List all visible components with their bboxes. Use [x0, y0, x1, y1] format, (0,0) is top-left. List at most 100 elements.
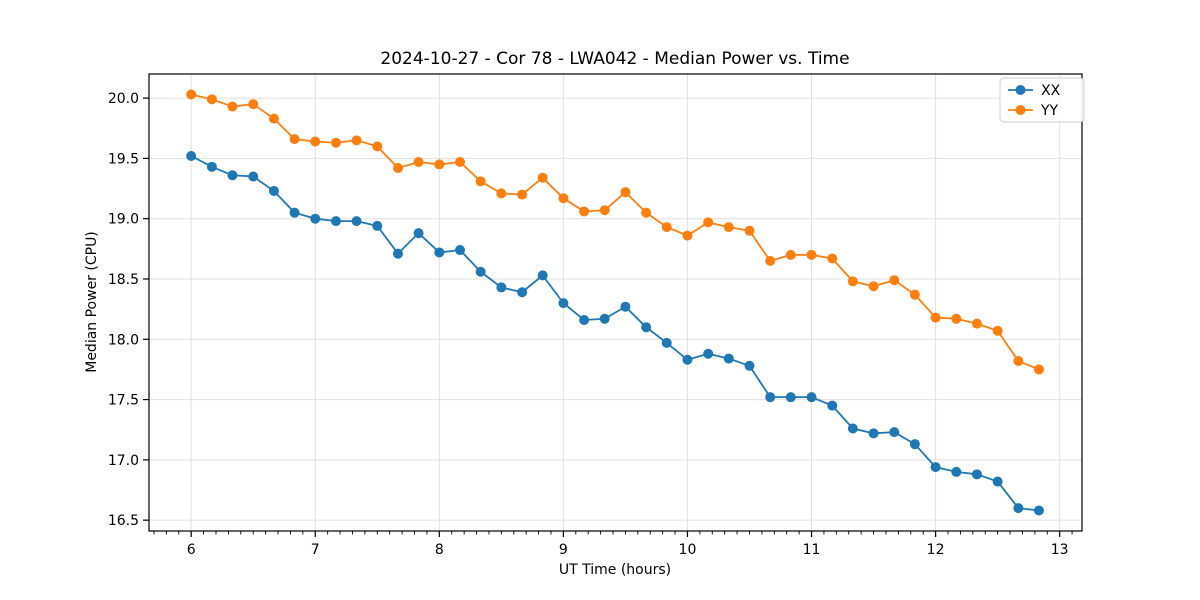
- grid-lines: [149, 74, 1082, 531]
- series-XX-marker: [186, 150, 197, 161]
- series-XX-marker: [227, 170, 238, 181]
- series-XX-marker: [971, 469, 982, 480]
- legend: XX YY: [999, 77, 1085, 123]
- series-XX-marker: [268, 185, 279, 196]
- series-YY-marker: [785, 249, 796, 260]
- series-XX-marker: [496, 282, 507, 293]
- series-XX-marker: [330, 216, 341, 227]
- series-XX-marker: [1033, 505, 1044, 516]
- series-YY-marker: [496, 188, 507, 199]
- series-YY-marker: [517, 189, 528, 200]
- series-XX-marker: [558, 298, 569, 309]
- series-YY-marker: [558, 193, 569, 204]
- series-YY-marker: [413, 157, 424, 168]
- series-XX-marker: [723, 353, 734, 364]
- x-tick-label: 7: [311, 542, 320, 558]
- series-YY-marker: [723, 222, 734, 233]
- series-XX-marker: [806, 392, 817, 403]
- series-XX-marker: [434, 247, 445, 258]
- series-YY-line: [190, 93, 1040, 371]
- series-XX-marker: [393, 248, 404, 259]
- series-YY-marker: [951, 313, 962, 324]
- series-XX-marker: [992, 476, 1003, 487]
- series-YY-marker: [434, 159, 445, 170]
- series-YY-marker: [661, 222, 672, 233]
- series-YY-marker: [744, 225, 755, 236]
- series-YY-marker: [393, 163, 404, 174]
- series-YY-marker: [475, 176, 486, 187]
- series-XX-marker: [579, 314, 590, 325]
- y-tick-label: 16.5: [108, 513, 139, 529]
- series-YY-marker: [971, 318, 982, 329]
- x-major-ticks: [190, 531, 1061, 537]
- y-tick-label: 18.0: [108, 332, 139, 348]
- series-XX-marker: [289, 207, 300, 218]
- series-XX-marker: [1013, 503, 1024, 514]
- y-tick-label: 17.0: [108, 453, 139, 469]
- series-YY-marker: [537, 172, 548, 183]
- series-YY-marker: [227, 101, 238, 112]
- series-YY-marker: [827, 253, 838, 264]
- series-XX-marker: [930, 462, 941, 473]
- series-YY-marker: [703, 217, 714, 228]
- x-axis-label: UT Time (hours): [559, 562, 671, 578]
- x-tick-label: 8: [435, 542, 444, 558]
- series-XX-marker: [661, 337, 672, 348]
- series-XX-marker: [475, 266, 486, 277]
- series-XX-marker: [351, 216, 362, 227]
- series-XX-marker: [537, 270, 548, 281]
- series-YY-marker: [889, 275, 900, 286]
- x-minor-ticks: [153, 531, 1073, 535]
- legend-entry-YY: YY: [1008, 103, 1059, 119]
- axes-frame: [148, 73, 1083, 532]
- series-YY-marker: [992, 325, 1003, 336]
- series-XX-marker: [455, 245, 466, 256]
- series-XX-marker: [682, 354, 693, 365]
- series-YY-marker: [620, 187, 631, 198]
- y-tick-label: 19.5: [108, 151, 139, 167]
- series-XX-marker: [620, 301, 631, 312]
- series-XX-marker: [889, 427, 900, 438]
- plot-area: 6 7 8 9 10 11 12 13 16.5 17.0 17.5 18.0 18.5 19.0 19.5…: [108, 73, 1085, 558]
- series-XX-marker: [703, 348, 714, 359]
- y-tick-label: 17.5: [108, 393, 139, 409]
- y-major-ticks: [143, 97, 149, 521]
- y-tick-label: 20.0: [108, 91, 139, 107]
- series-XX-marker: [372, 220, 383, 231]
- series-YY-marker: [186, 89, 197, 100]
- y-tick-label: 18.5: [108, 272, 139, 288]
- legend-marker-sample: [1015, 105, 1026, 115]
- series-YY-marker: [641, 207, 652, 218]
- legend-marker-sample: [1015, 85, 1026, 95]
- legend-label: XX: [1041, 83, 1061, 99]
- legend-label: YY: [1040, 103, 1059, 119]
- series-YY-marker: [372, 141, 383, 152]
- series-XX: [186, 150, 1044, 516]
- series-YY-marker: [330, 137, 341, 148]
- series-YY-marker: [847, 276, 858, 287]
- series-YY-marker: [351, 135, 362, 146]
- series-YY-marker: [930, 312, 941, 323]
- series-XX-marker: [310, 213, 321, 224]
- series-YY-marker: [806, 249, 817, 260]
- series-XX-marker: [785, 392, 796, 403]
- series-YY-marker: [765, 255, 776, 266]
- series-XX-marker: [847, 423, 858, 434]
- series-XX-marker: [827, 400, 838, 411]
- series-XX-marker: [765, 392, 776, 403]
- series-XX-line: [190, 155, 1040, 512]
- series-XX-marker: [206, 161, 217, 172]
- series-YY-marker: [455, 157, 466, 168]
- series-YY-marker: [579, 206, 590, 217]
- series-YY-marker: [289, 134, 300, 145]
- series-YY-marker: [1033, 364, 1044, 375]
- y-tick-label: 19.0: [108, 212, 139, 228]
- series-XX-marker: [909, 439, 920, 450]
- series-XX-marker: [413, 228, 424, 239]
- series-YY-marker: [599, 205, 610, 216]
- series-YY-marker: [682, 230, 693, 241]
- x-tick-label: 12: [927, 542, 945, 558]
- series-XX-marker: [641, 322, 652, 333]
